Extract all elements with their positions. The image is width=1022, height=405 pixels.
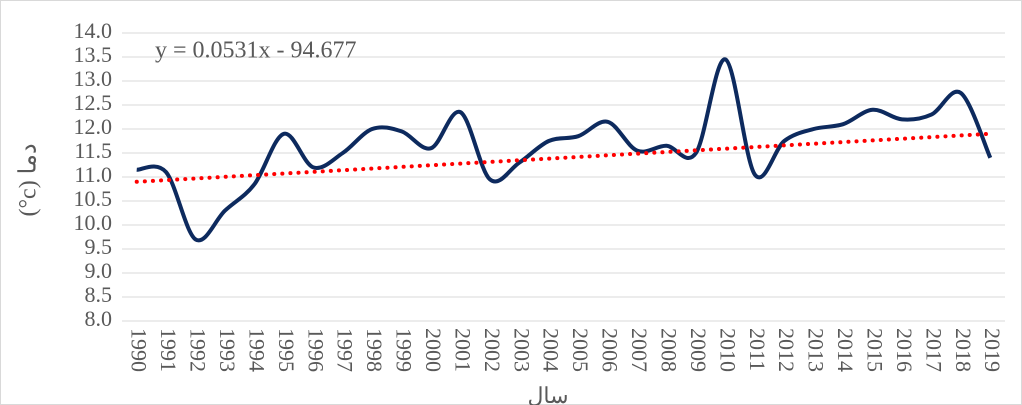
x-tick-label: 2013	[804, 328, 829, 372]
x-tick-label: 2019	[980, 328, 1005, 372]
y-tick-label: 8.0	[85, 306, 113, 331]
x-tick-label: 1996	[303, 328, 328, 372]
y-tick-label: 12.0	[74, 114, 113, 139]
y-tick-label: 10.5	[74, 186, 113, 211]
x-tick-label: 1997	[333, 328, 358, 372]
x-tick-label: 1994	[244, 328, 269, 372]
x-tick-label: 2012	[774, 328, 799, 372]
x-tick-label: 1990	[127, 328, 152, 372]
x-tick-label: 2010	[715, 328, 740, 372]
x-tick-label: 2014	[833, 328, 858, 372]
x-tick-label: 2006	[598, 328, 623, 372]
y-tick-label: 11.5	[74, 138, 112, 163]
x-tick-label: 1991	[156, 328, 181, 372]
x-tick-label: 2017	[921, 328, 946, 372]
y-tick-label: 10.0	[74, 210, 113, 235]
x-tick-label: 2007	[627, 328, 652, 372]
x-tick-label: 2008	[656, 328, 681, 372]
x-tick-label: 2015	[863, 328, 888, 372]
x-tick-label: 2001	[450, 328, 475, 372]
x-axis-label: سال	[527, 383, 568, 405]
x-tick-label: 2018	[951, 328, 976, 372]
x-tick-label: 2004	[539, 328, 564, 372]
y-axis-label: (°c) دما	[16, 143, 42, 216]
trendline	[134, 131, 993, 184]
y-tick-label: 13.5	[74, 42, 113, 67]
x-tick-label: 2003	[509, 328, 534, 372]
y-tick-label: 11.0	[74, 162, 112, 187]
x-tick-label: 2005	[568, 328, 593, 372]
x-tick-label: 2009	[686, 328, 711, 372]
data-line	[136, 57, 993, 243]
trendline-equation: y = 0.0531x - 94.677	[155, 38, 357, 64]
y-tick-label: 12.5	[74, 90, 113, 115]
x-tick-label: 1999	[392, 328, 417, 372]
x-tick-label: 1998	[362, 328, 387, 372]
y-tick-label: 14.0	[74, 18, 113, 43]
y-tick-label: 8.5	[85, 282, 113, 307]
x-tick-label: 2000	[421, 328, 446, 372]
x-tick-label: 1993	[215, 328, 240, 372]
x-tick-label: 1992	[186, 328, 211, 372]
y-tick-label: 9.0	[85, 258, 113, 283]
x-tick-label: 2016	[892, 328, 917, 372]
y-tick-label: 13.0	[74, 66, 113, 91]
x-tick-label: 2011	[745, 328, 770, 371]
y-tick-label: 9.5	[85, 234, 113, 259]
x-tick-label: 1995	[274, 328, 299, 372]
x-tick-label: 2002	[480, 328, 505, 372]
